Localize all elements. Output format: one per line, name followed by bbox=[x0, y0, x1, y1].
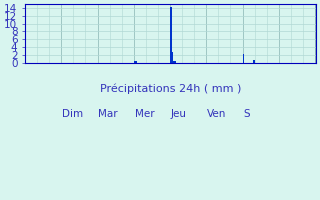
Text: S: S bbox=[243, 109, 250, 119]
Bar bbox=[170, 7, 172, 63]
X-axis label: Précipitations 24h ( mm ): Précipitations 24h ( mm ) bbox=[100, 83, 241, 94]
Text: Mar: Mar bbox=[98, 109, 118, 119]
Text: Mer: Mer bbox=[135, 109, 154, 119]
Bar bbox=[175, 61, 176, 63]
Bar bbox=[173, 61, 175, 63]
Text: Ven: Ven bbox=[207, 109, 227, 119]
Bar bbox=[172, 52, 173, 63]
Bar bbox=[253, 60, 255, 63]
Bar bbox=[135, 61, 137, 63]
Text: Jeu: Jeu bbox=[171, 109, 187, 119]
Bar bbox=[243, 54, 244, 63]
Text: Dim: Dim bbox=[62, 109, 83, 119]
Bar bbox=[134, 61, 135, 63]
